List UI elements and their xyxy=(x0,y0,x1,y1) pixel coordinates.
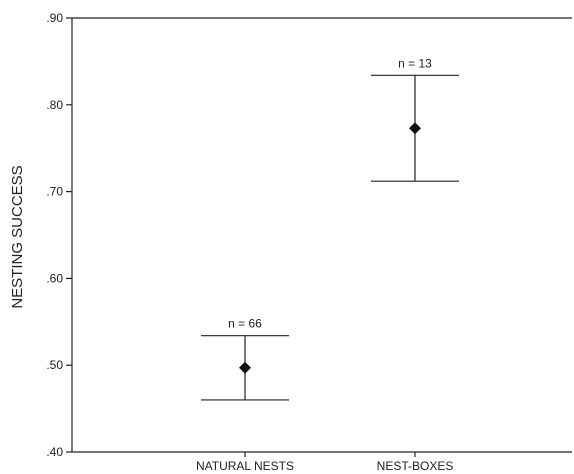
y-tick-label: .40 xyxy=(46,445,63,459)
sample-size-label: n = 66 xyxy=(228,317,262,331)
x-axis-ticks: NATURAL NESTS NEST-BOXES xyxy=(196,452,453,473)
mean-marker xyxy=(239,361,251,374)
x-tick-label: NATURAL NESTS xyxy=(196,459,294,473)
x-tick-label: NEST-BOXES xyxy=(377,459,454,473)
y-tick-label: .80 xyxy=(46,98,63,112)
data-marks: n = 66 n = 13 xyxy=(201,56,459,401)
y-tick-label: .50 xyxy=(46,358,63,372)
y-tick-label: .60 xyxy=(46,271,63,285)
y-tick-label: .70 xyxy=(46,185,63,199)
y-axis-title: NESTING SUCCESS xyxy=(9,165,26,308)
y-tick-label: .90 xyxy=(46,11,63,25)
y-axis-ticks: .40 .50 .60 .70 .80 .90 xyxy=(46,11,72,459)
mean-marker xyxy=(409,122,421,135)
plot-frame xyxy=(71,17,572,453)
sample-size-label: n = 13 xyxy=(398,56,432,70)
